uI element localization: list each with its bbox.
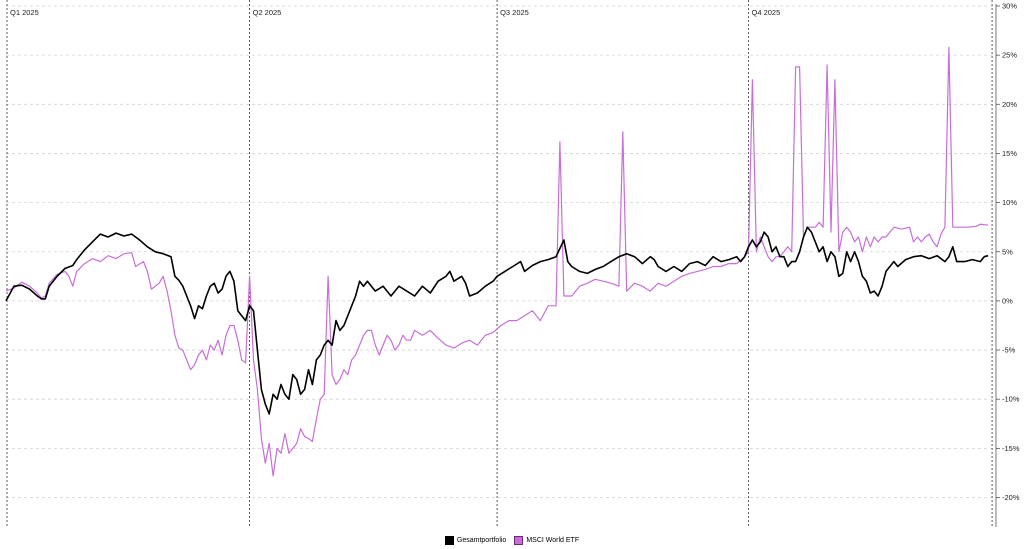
y-tick-label: -10% xyxy=(1002,395,1020,404)
y-tick-label: -15% xyxy=(1002,444,1020,453)
y-tick-label: 25% xyxy=(1002,51,1017,60)
quarter-labels: Q1 2025 Q2 2025 Q3 2025 Q4 2025 xyxy=(10,8,780,17)
y-tick-label: 0% xyxy=(1002,296,1013,305)
legend-swatch-black xyxy=(444,535,454,545)
y-tick-label: 10% xyxy=(1002,198,1017,207)
legend-item-gesamtportfolio[interactable]: Gesamtportfolio xyxy=(444,535,507,545)
legend-swatch-violet xyxy=(514,535,524,545)
series-line-gesamtportfolio xyxy=(5,226,989,415)
quarter-label: Q3 2025 xyxy=(500,8,529,17)
series-line-msci-world-etf xyxy=(5,46,989,477)
legend-item-msci-world-etf[interactable]: MSCI World ETF xyxy=(514,535,580,545)
y-tick-label: 15% xyxy=(1002,149,1017,158)
y-tick-label: 5% xyxy=(1002,247,1013,256)
quarter-label: Q4 2025 xyxy=(752,8,781,17)
legend-label: MSCI World ETF xyxy=(526,536,580,544)
y-tick-label: 20% xyxy=(1002,100,1017,109)
y-tick-label: -20% xyxy=(1002,493,1020,502)
y-tick-label: -5% xyxy=(1002,346,1016,355)
grid-lines xyxy=(6,5,996,498)
y-axis: -20% -15% -10% -5% 0% 5% 10% 15% 20% 25% 30% xyxy=(995,2,1020,527)
y-tick-label: 30% xyxy=(1002,2,1017,11)
legend-label: Gesamtportfolio xyxy=(456,536,507,544)
quarter-label: Q1 2025 xyxy=(10,8,39,17)
legend: Gesamtportfolio MSCI World ETF xyxy=(0,532,1024,548)
series-lines xyxy=(5,46,989,477)
quarter-label: Q2 2025 xyxy=(253,8,282,17)
